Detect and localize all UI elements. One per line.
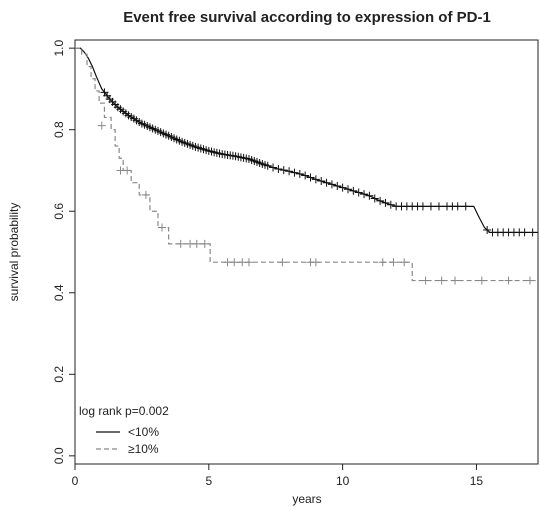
censor-mark xyxy=(311,175,320,184)
legend-label-lt10: <10% xyxy=(128,425,159,439)
censor-mark xyxy=(141,190,150,199)
censor-mark xyxy=(97,121,106,130)
censor-mark xyxy=(274,164,283,173)
plot-area-frame xyxy=(74,39,539,465)
censor-mark xyxy=(244,258,253,267)
censor-mark xyxy=(437,276,446,285)
censor-mark xyxy=(295,169,304,178)
censor-mark xyxy=(434,202,443,211)
series-line xyxy=(75,47,538,282)
y-axis-label: survival probability xyxy=(7,203,21,302)
censor-mark xyxy=(301,171,310,180)
censor-mark xyxy=(360,190,369,199)
censor-mark xyxy=(461,202,470,211)
censor-mark xyxy=(525,276,534,285)
censor-mark xyxy=(269,163,278,172)
censor-mark xyxy=(381,198,390,207)
censor-mark xyxy=(157,223,166,232)
x-tick-label: 10 xyxy=(336,474,350,488)
series-line xyxy=(75,47,538,234)
censor-mark xyxy=(426,202,435,211)
censor-mark xyxy=(354,188,363,197)
x-tick-label: 15 xyxy=(470,474,484,488)
censor-mark xyxy=(504,276,513,285)
censor-mark xyxy=(365,191,374,200)
x-tick-label: 5 xyxy=(205,474,212,488)
censor-mark xyxy=(290,168,299,177)
log-rank-annotation: log rank p=0.002 xyxy=(79,404,169,418)
censor-mark xyxy=(123,166,132,175)
censor-mark xyxy=(116,166,125,175)
censor-mark xyxy=(338,183,347,192)
y-tick-label: 1.0 xyxy=(52,39,66,56)
x-axis: 0 5 10 15 xyxy=(72,464,484,488)
censor-mark xyxy=(376,196,385,205)
y-tick-label: 0.8 xyxy=(52,121,66,138)
censor-mark xyxy=(400,258,409,267)
censor-mark xyxy=(389,258,398,267)
x-axis-label: years xyxy=(292,492,321,506)
censor-mark xyxy=(230,258,239,267)
censor-mark xyxy=(285,167,294,176)
y-tick-label: 0.0 xyxy=(52,447,66,464)
censor-mark xyxy=(483,225,492,234)
censor-mark xyxy=(343,185,352,194)
censor-mark xyxy=(327,180,336,189)
chart-title: Event free survival according to express… xyxy=(123,9,491,26)
censor-mark xyxy=(306,173,315,182)
legend-label-ge10: ≥10% xyxy=(128,442,159,456)
censor-mark xyxy=(528,228,537,237)
censor-mark xyxy=(333,181,342,190)
censor-mark xyxy=(317,177,326,186)
censor-mark xyxy=(349,186,358,195)
censor-mark xyxy=(451,276,460,285)
censor-mark xyxy=(322,178,331,187)
y-tick-label: 0.4 xyxy=(52,284,66,301)
censor-mark xyxy=(278,258,287,267)
series-1 xyxy=(75,47,538,285)
censor-mark xyxy=(453,202,462,211)
legend: log rank p=0.002 <10% ≥10% xyxy=(79,404,169,456)
censor-mark xyxy=(418,202,427,211)
censor-mark xyxy=(378,258,387,267)
series-0 xyxy=(75,47,538,237)
x-tick-label: 0 xyxy=(72,474,79,488)
censor-mark xyxy=(421,276,430,285)
censor-mark xyxy=(238,258,247,267)
y-tick-label: 0.2 xyxy=(52,366,66,383)
censor-mark xyxy=(386,200,395,209)
censor-mark xyxy=(186,239,195,248)
y-tick-label: 0.6 xyxy=(52,203,66,220)
censor-mark xyxy=(176,239,185,248)
censor-mark xyxy=(192,239,201,248)
y-axis: 0.0 0.2 0.4 0.6 0.8 1.0 xyxy=(52,39,75,464)
series-layer xyxy=(75,47,538,285)
censor-mark xyxy=(370,194,379,203)
censor-mark xyxy=(279,166,288,175)
censor-mark xyxy=(223,258,232,267)
censor-mark xyxy=(311,258,320,267)
censor-mark xyxy=(200,239,209,248)
censor-mark xyxy=(520,228,529,237)
censor-mark xyxy=(477,276,486,285)
censor-mark xyxy=(263,161,272,170)
